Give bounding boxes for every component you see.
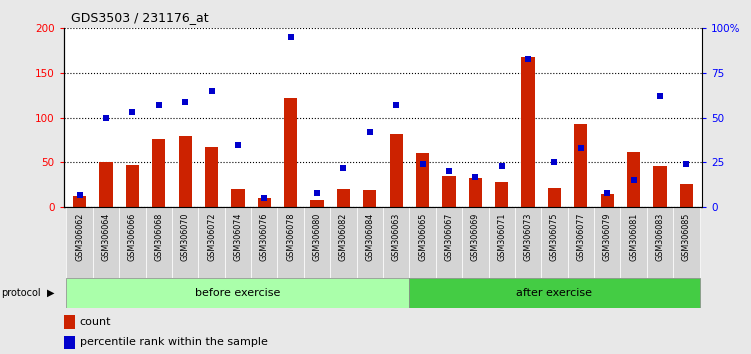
Bar xyxy=(488,207,515,278)
Bar xyxy=(383,207,409,278)
Bar xyxy=(64,336,75,349)
Bar xyxy=(146,207,172,278)
Text: GSM306063: GSM306063 xyxy=(392,213,401,261)
Text: GSM306076: GSM306076 xyxy=(260,213,269,261)
Bar xyxy=(515,207,541,278)
Text: GSM306065: GSM306065 xyxy=(418,213,427,261)
Text: GSM306074: GSM306074 xyxy=(234,213,243,261)
Bar xyxy=(67,207,93,278)
Bar xyxy=(337,189,350,207)
Bar xyxy=(198,207,225,278)
Bar xyxy=(653,166,667,207)
Bar xyxy=(73,196,86,207)
Bar xyxy=(152,139,165,207)
Bar xyxy=(541,207,568,278)
Text: GSM306077: GSM306077 xyxy=(576,213,585,261)
Text: before exercise: before exercise xyxy=(195,288,281,298)
Text: GSM306084: GSM306084 xyxy=(365,213,374,261)
Bar xyxy=(416,154,429,207)
Bar xyxy=(627,152,640,207)
Text: GSM306062: GSM306062 xyxy=(75,213,84,261)
Bar xyxy=(64,315,75,329)
Bar xyxy=(442,176,456,207)
Bar xyxy=(594,207,620,278)
Text: percentile rank within the sample: percentile rank within the sample xyxy=(80,337,267,348)
Bar xyxy=(462,207,488,278)
Bar xyxy=(304,207,330,278)
Bar xyxy=(67,278,409,308)
Text: GDS3503 / 231176_at: GDS3503 / 231176_at xyxy=(71,11,209,24)
Text: GSM306082: GSM306082 xyxy=(339,213,348,261)
Bar xyxy=(251,207,278,278)
Bar xyxy=(284,98,297,207)
Bar xyxy=(521,57,535,207)
Text: GSM306068: GSM306068 xyxy=(154,213,163,261)
Bar xyxy=(495,182,508,207)
Text: ▶: ▶ xyxy=(47,288,54,298)
Bar xyxy=(119,207,146,278)
Bar xyxy=(231,189,245,207)
Text: protocol: protocol xyxy=(1,288,41,298)
Text: after exercise: after exercise xyxy=(517,288,593,298)
Text: GSM306083: GSM306083 xyxy=(656,213,665,261)
Bar xyxy=(179,137,192,207)
Text: GSM306069: GSM306069 xyxy=(471,213,480,261)
Bar xyxy=(469,178,482,207)
Bar xyxy=(172,207,198,278)
Bar xyxy=(278,207,304,278)
Bar xyxy=(330,207,357,278)
Bar xyxy=(436,207,462,278)
Bar xyxy=(409,207,436,278)
Text: GSM306073: GSM306073 xyxy=(523,213,532,261)
Text: GSM306064: GSM306064 xyxy=(101,213,110,261)
Bar xyxy=(575,124,587,207)
Bar xyxy=(620,207,647,278)
Text: GSM306067: GSM306067 xyxy=(445,213,454,261)
Bar xyxy=(680,184,693,207)
Text: count: count xyxy=(80,317,111,327)
Text: GSM306070: GSM306070 xyxy=(181,213,190,261)
Bar xyxy=(99,161,113,207)
Bar xyxy=(568,207,594,278)
Text: GSM306085: GSM306085 xyxy=(682,213,691,261)
Bar xyxy=(363,190,376,207)
Text: GSM306081: GSM306081 xyxy=(629,213,638,261)
Bar xyxy=(647,207,673,278)
Bar xyxy=(390,134,403,207)
Text: GSM306072: GSM306072 xyxy=(207,213,216,261)
Bar xyxy=(601,194,614,207)
Bar xyxy=(225,207,251,278)
Bar xyxy=(548,188,561,207)
Text: GSM306075: GSM306075 xyxy=(550,213,559,261)
Bar xyxy=(673,207,699,278)
Text: GSM306071: GSM306071 xyxy=(497,213,506,261)
Bar xyxy=(93,207,119,278)
Bar xyxy=(126,165,139,207)
Bar xyxy=(310,200,324,207)
Bar xyxy=(409,278,699,308)
Bar xyxy=(357,207,383,278)
Text: GSM306080: GSM306080 xyxy=(312,213,321,261)
Bar xyxy=(205,147,218,207)
Bar xyxy=(258,198,271,207)
Text: GSM306066: GSM306066 xyxy=(128,213,137,261)
Text: GSM306079: GSM306079 xyxy=(603,213,612,261)
Text: GSM306078: GSM306078 xyxy=(286,213,295,261)
